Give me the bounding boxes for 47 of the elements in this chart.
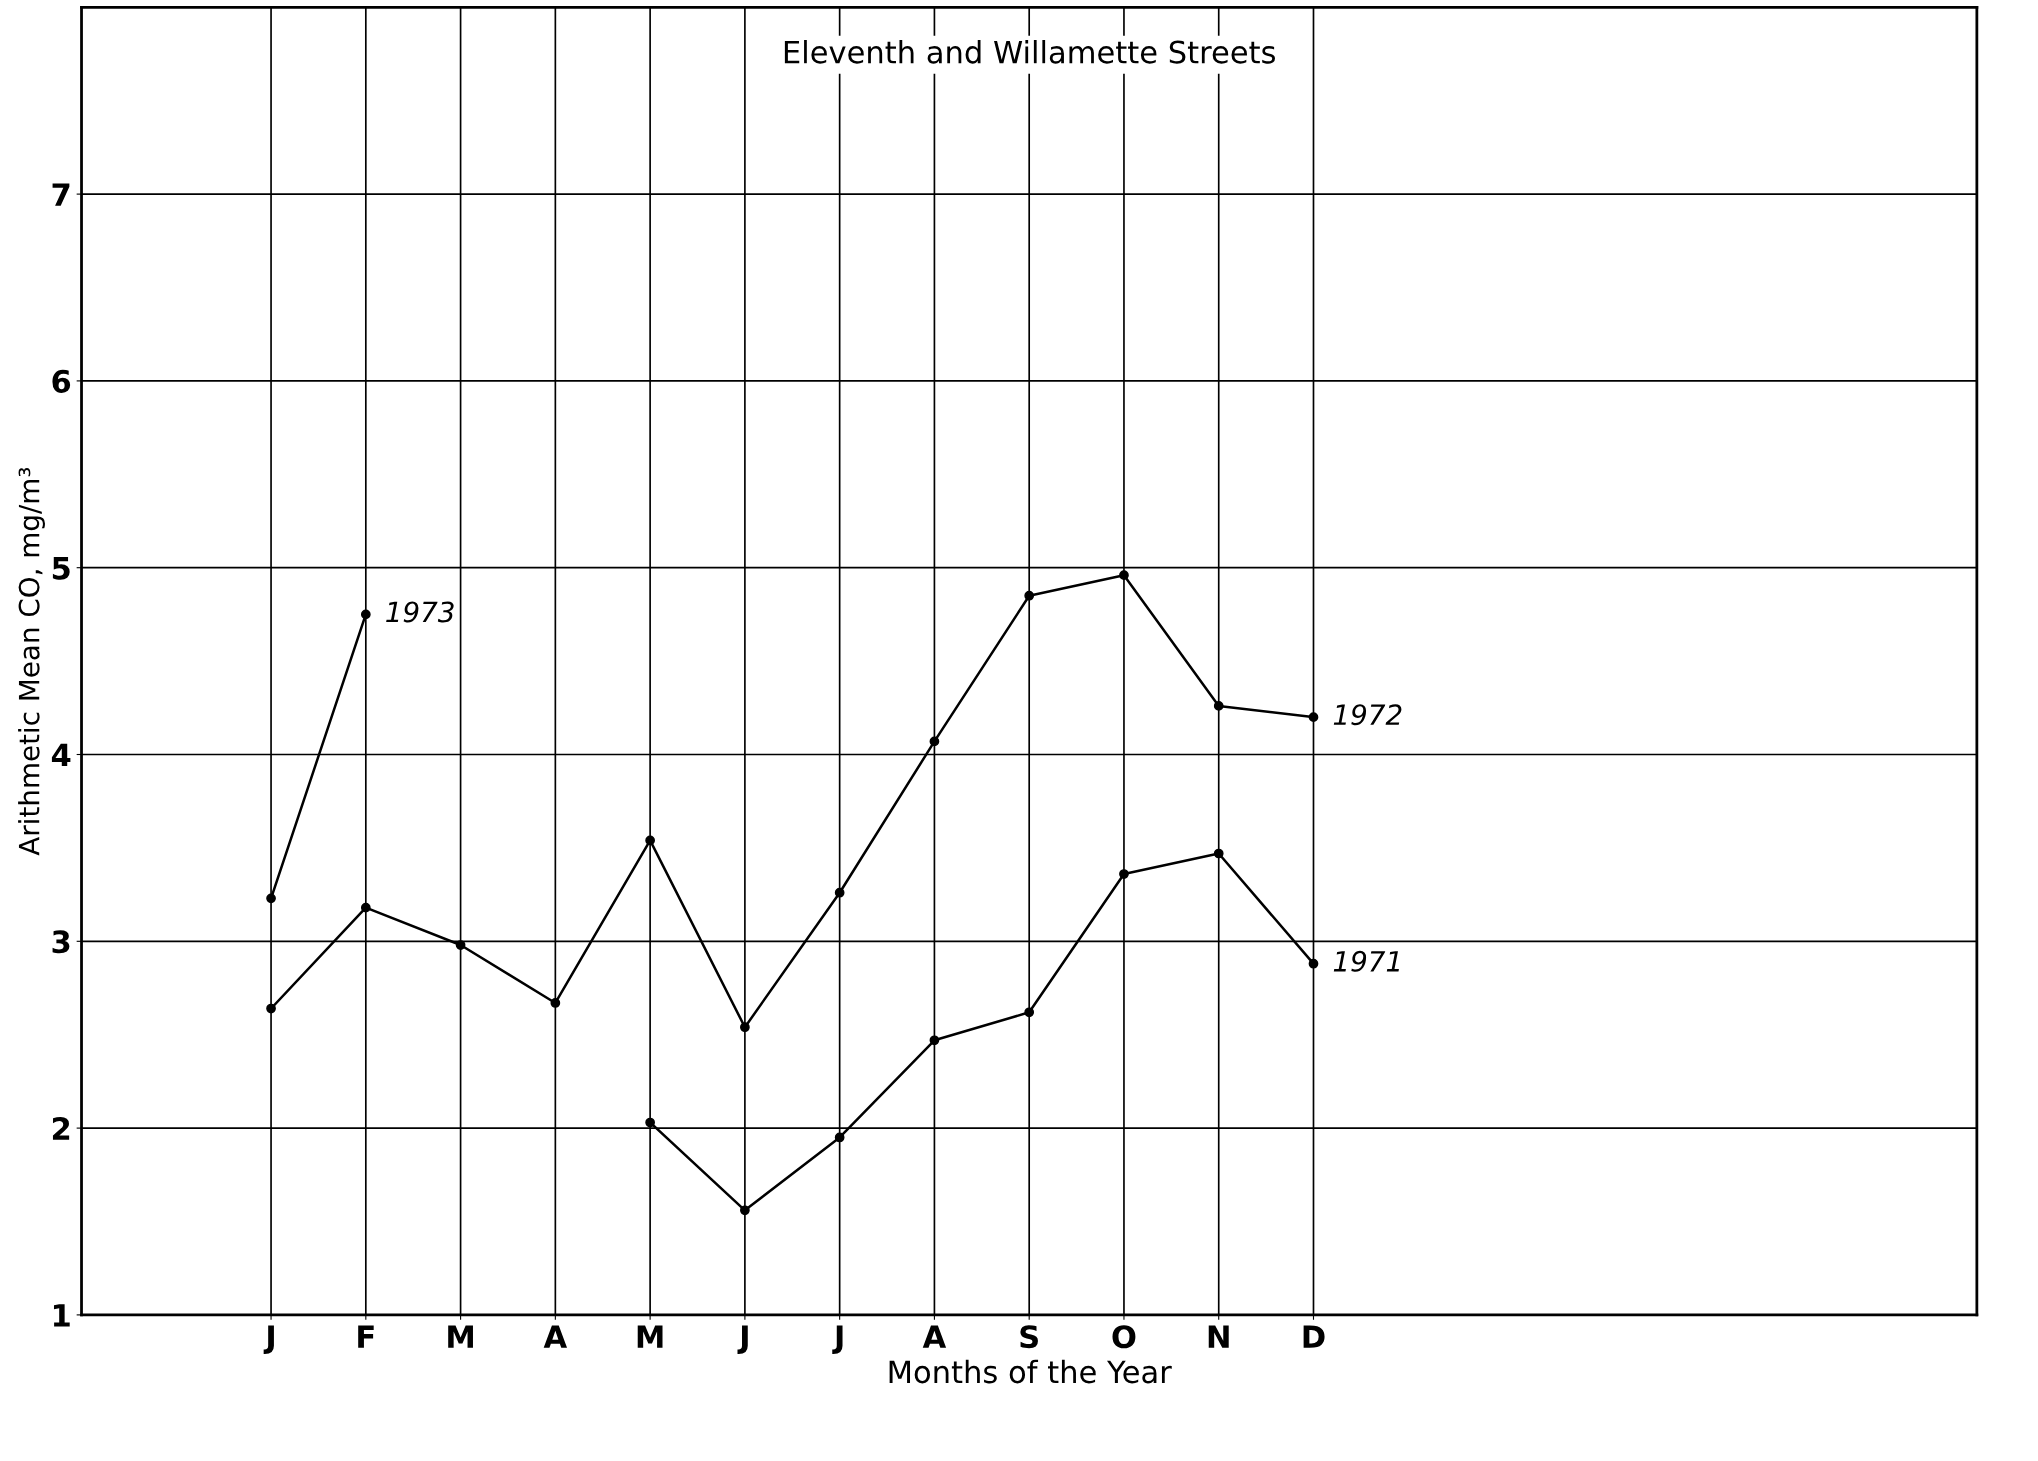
x-tick-label: S xyxy=(1020,1325,1038,1349)
point xyxy=(929,736,940,747)
point xyxy=(1213,848,1224,859)
x-tick-label: M xyxy=(637,1325,663,1348)
x-tick-label: D xyxy=(1303,1325,1325,1348)
y-tick-label: 4 xyxy=(51,743,71,767)
point xyxy=(1119,570,1129,581)
y-tick-label: 7 xyxy=(52,183,70,206)
point xyxy=(1308,958,1319,969)
x-tick-label: J xyxy=(263,1325,274,1354)
y-tick-label: 2 xyxy=(52,1117,70,1140)
point xyxy=(1308,712,1319,723)
y-tick-label: 1 xyxy=(53,1304,70,1327)
series-label: 1971 xyxy=(1333,950,1399,972)
x-tick-label: N xyxy=(1208,1325,1229,1348)
point xyxy=(266,1003,276,1014)
x-tick-label: M xyxy=(448,1325,473,1348)
y-axis-title: Arithmetic Mean CO, mg/m³ xyxy=(18,467,45,856)
text: Eleventh and Willamette Streets xyxy=(784,39,1275,64)
point xyxy=(929,1035,940,1046)
point xyxy=(645,1117,655,1128)
y-tick-label: 6 xyxy=(52,369,71,393)
point xyxy=(1024,1007,1035,1018)
series-label: 1972 xyxy=(1333,704,1402,726)
x-tick-label: A xyxy=(922,1325,947,1348)
point xyxy=(266,893,276,904)
point xyxy=(834,1132,845,1143)
x-tick-label: J xyxy=(832,1325,843,1354)
x-axis-title: Months of the Year xyxy=(889,1359,1172,1384)
series-label: 1973 xyxy=(386,601,454,623)
point xyxy=(740,1022,750,1033)
x-tick-label: O xyxy=(1112,1325,1136,1349)
point xyxy=(1119,869,1129,879)
point xyxy=(834,887,845,898)
point xyxy=(360,609,371,620)
point xyxy=(1024,590,1035,601)
x-tick-label: J xyxy=(737,1325,748,1354)
y-tick-label: 5 xyxy=(52,557,70,580)
point xyxy=(740,1205,750,1216)
y-tick-label: 3 xyxy=(52,930,70,954)
x-tick-label: F xyxy=(358,1325,374,1348)
point xyxy=(645,835,655,846)
point xyxy=(455,940,466,950)
point xyxy=(550,998,561,1008)
point xyxy=(360,902,371,913)
point xyxy=(1213,701,1224,711)
x-tick-label: A xyxy=(543,1325,568,1348)
